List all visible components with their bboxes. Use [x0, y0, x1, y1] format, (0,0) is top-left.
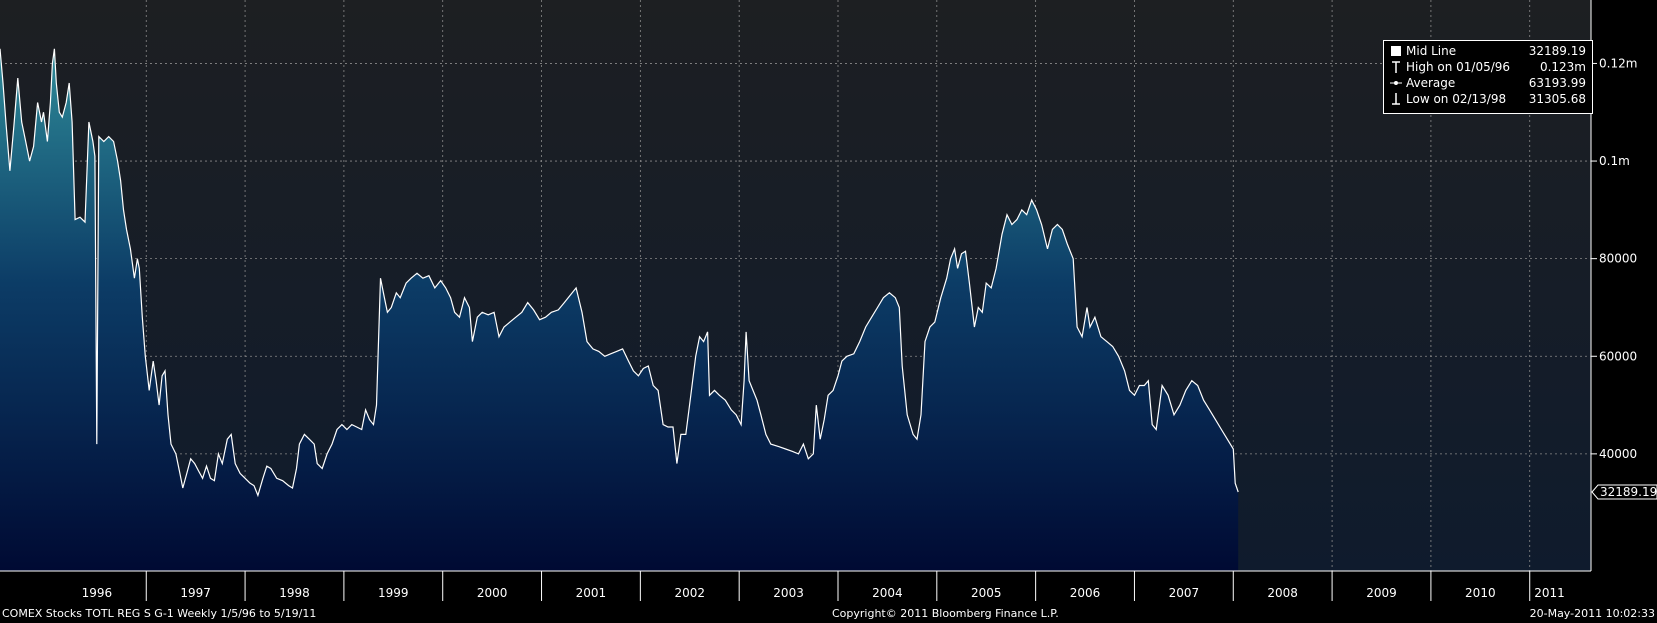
- x-tick-label: 2002: [674, 586, 705, 600]
- high-marker-icon: [1390, 61, 1402, 73]
- y-tick-label: 0.1m: [1599, 154, 1630, 168]
- last-value-marker: 32189.19: [1591, 484, 1657, 500]
- legend-row-high: High on 01/05/96 0.123m: [1388, 60, 1588, 75]
- legend: Mid Line 32189.19 High on 01/05/96 0.123…: [1383, 40, 1593, 114]
- x-axis-ticks: 1996 1997 1998 1999 2000 2001 2002 2003 2004 2005…: [82, 571, 1565, 601]
- average-marker-icon: [1390, 77, 1402, 89]
- legend-label: Mid Line: [1406, 44, 1457, 58]
- legend-row-low: Low on 02/13/98 31305.68: [1388, 92, 1588, 107]
- legend-label: Low on 02/13/98: [1406, 92, 1507, 106]
- x-tick-label: 1997: [180, 586, 211, 600]
- legend-value: 31305.68: [1528, 92, 1586, 106]
- x-tick-label: 2003: [773, 586, 804, 600]
- footer-security-info: COMEX Stocks TOTL REG S G-1 Weekly 1/5/9…: [2, 607, 317, 620]
- x-tick-label: 1999: [378, 586, 409, 600]
- x-tick-label: 2004: [872, 586, 903, 600]
- x-tick-label: 1998: [279, 586, 310, 600]
- low-marker-icon: [1390, 93, 1402, 105]
- legend-row-mid-line: Mid Line 32189.19: [1388, 44, 1588, 59]
- legend-row-average: Average 63193.99: [1388, 76, 1588, 91]
- legend-label: High on 01/05/96: [1406, 60, 1511, 74]
- x-tick-label: 2000: [477, 586, 508, 600]
- x-tick-label: 2008: [1267, 586, 1298, 600]
- legend-value: 0.123m: [1539, 60, 1586, 74]
- x-tick-label: 2011: [1534, 586, 1565, 600]
- x-tick-label: 2001: [576, 586, 607, 600]
- x-tick-label: 2009: [1366, 586, 1397, 600]
- footer-timestamp: 20-May-2011 10:02:33: [1529, 607, 1655, 620]
- x-tick-label: 2005: [971, 586, 1002, 600]
- x-tick-label: 1996: [82, 586, 113, 600]
- legend-label: Average: [1406, 76, 1456, 90]
- x-tick-label: 2010: [1465, 586, 1496, 600]
- y-tick-label: 40000: [1599, 447, 1637, 461]
- x-tick-label: 2007: [1169, 586, 1200, 600]
- y-tick-label: 60000: [1599, 349, 1637, 363]
- last-value-box: [1591, 484, 1657, 500]
- y-axis-ticks: 40000 60000 80000 0.1m 0.12m: [1591, 56, 1637, 461]
- x-tick-label: 2006: [1070, 586, 1101, 600]
- area-fill: [0, 48, 1239, 572]
- footer-copyright: Copyright© 2011 Bloomberg Finance L.P.: [832, 607, 1059, 620]
- y-tick-label: 0.12m: [1599, 56, 1637, 70]
- area-series: [0, 48, 1239, 572]
- series-line: [0, 48, 1239, 498]
- legend-value: 63193.99: [1528, 76, 1586, 90]
- last-value-label: 32189.19: [1600, 485, 1657, 499]
- y-tick-label: 80000: [1599, 252, 1637, 266]
- filled-square-icon: [1390, 45, 1402, 57]
- legend-value: 32189.19: [1528, 44, 1586, 58]
